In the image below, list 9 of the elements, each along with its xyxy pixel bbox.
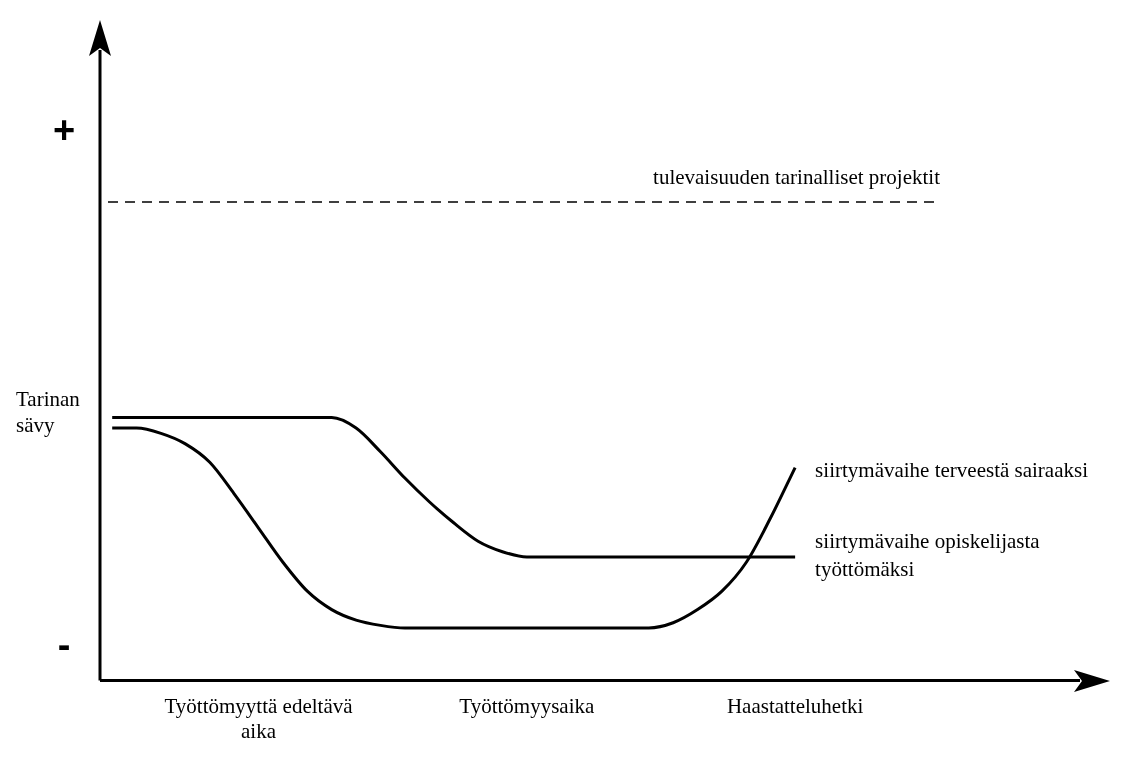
series-label: siirtymävaihe terveestä sairaaksi bbox=[815, 458, 1089, 483]
x-tick-label: Haastatteluhetki bbox=[726, 693, 864, 718]
y-axis-title: Tarinan sävy bbox=[16, 386, 81, 437]
text: - bbox=[57, 624, 71, 667]
series-label: siirtymävaihe opiskelijasta työttömäksi bbox=[815, 529, 1041, 582]
text: + bbox=[52, 108, 76, 151]
x-tick-label: Työttömyyttä edeltävä aika bbox=[164, 693, 354, 743]
x-tick-label: Työttömyysaika bbox=[459, 693, 596, 718]
ref-line-label: tulevaisuuden tarinalliset projektit bbox=[653, 164, 941, 189]
